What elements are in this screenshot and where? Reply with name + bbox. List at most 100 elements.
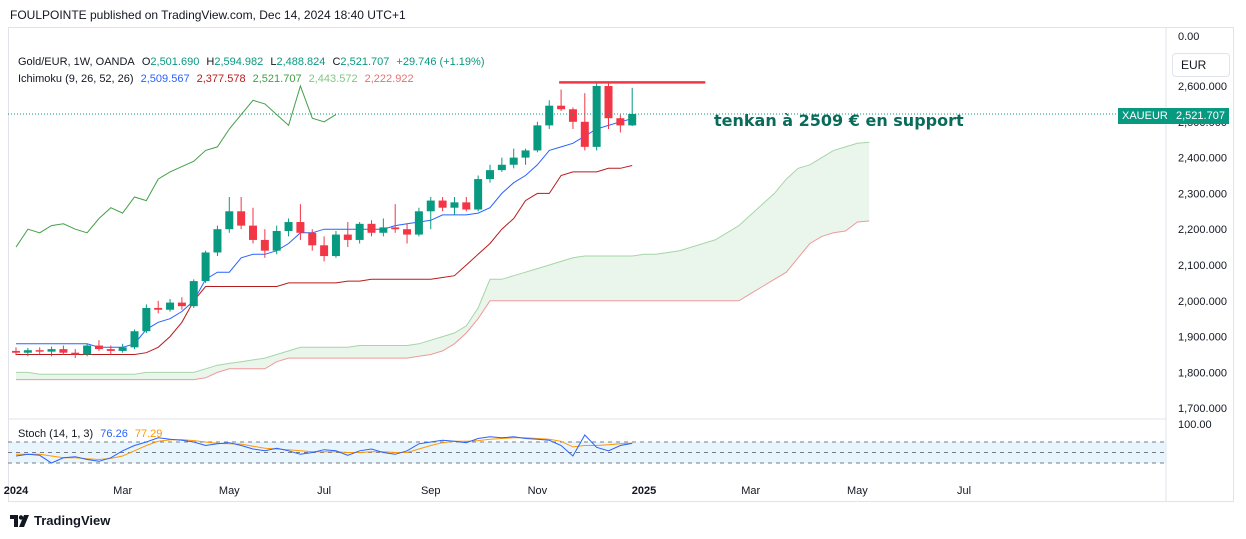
price-axis-label: 1,900.000: [1178, 332, 1227, 344]
candle-body: [225, 211, 234, 230]
price-tag-number: 2,521.707: [1176, 110, 1225, 122]
candle: [450, 196, 459, 215]
candle-body: [249, 225, 257, 240]
candle-body: [331, 234, 340, 257]
candle-body: [568, 109, 577, 122]
candle-body: [509, 157, 518, 165]
candle: [23, 348, 32, 357]
candle: [580, 93, 589, 151]
candle-body: [533, 125, 542, 151]
price-axis-label: 1,700.000: [1178, 403, 1227, 415]
candle-body: [201, 252, 210, 282]
candle: [213, 225, 222, 257]
low-label: L: [270, 56, 277, 68]
candle-body: [308, 232, 317, 246]
candle: [497, 157, 506, 172]
open-value: 2,501.690: [150, 56, 200, 68]
candle: [486, 164, 494, 183]
stoch-legend: Stoch (14, 1, 3) 76.26 77.29: [18, 428, 166, 440]
candle-body: [497, 164, 506, 171]
time-axis-label: Jul: [957, 485, 971, 497]
candle-body: [23, 350, 32, 353]
kijun-value: 2,377.578: [196, 73, 246, 85]
candle-body: [426, 200, 435, 212]
chikou-span-line: [15, 84, 337, 248]
span-b-value: 2,222.922: [364, 73, 414, 85]
candle: [462, 196, 471, 212]
candle: [557, 89, 566, 112]
price-tag-value: 2,521.707: [1172, 108, 1229, 124]
candle: [71, 349, 80, 359]
candle: [166, 299, 175, 312]
footer-brand: TradingView: [34, 513, 111, 528]
kijun-sen-line: [16, 165, 633, 355]
time-axis-label: May: [219, 485, 240, 497]
change-value: +29.746 (+1.19%): [396, 56, 485, 68]
candle-body: [272, 230, 281, 251]
candle: [260, 229, 269, 258]
candle-body: [59, 349, 68, 353]
price-axis-label: 1,800.000: [1178, 367, 1227, 379]
ichimoku-cloud: [16, 141, 870, 381]
chart-annotation[interactable]: tenkan à 2509 € en support: [714, 111, 964, 130]
candle-body: [355, 223, 364, 240]
price-axis-label: 2,200.000: [1178, 224, 1227, 236]
candle-body: [450, 202, 459, 208]
price-tag: XAUEUR: [1118, 108, 1172, 124]
candle-body: [177, 302, 186, 307]
overlays: [8, 81, 1166, 115]
candle: [568, 107, 577, 129]
candle: [225, 196, 234, 233]
candle-body: [12, 350, 20, 353]
high-label: H: [206, 56, 215, 68]
stoch-k-value: 76.26: [100, 428, 128, 440]
candle-body: [320, 245, 329, 257]
candle: [272, 225, 281, 255]
candle: [201, 250, 210, 283]
candle: [379, 218, 388, 237]
ichimoku-cloud-area: [16, 142, 870, 380]
currency-selector[interactable]: EUR: [1172, 53, 1230, 77]
candle: [343, 222, 352, 248]
candle: [331, 230, 340, 258]
ichimoku-legend: Ichimoku (9, 26, 52, 26) 2,509.567 2,377…: [18, 73, 418, 85]
candle-body: [260, 239, 269, 251]
candle: [545, 100, 554, 129]
candle-body: [438, 200, 447, 208]
ichimoku-label: Ichimoku (9, 26, 52, 26): [18, 73, 134, 85]
time-axis-label: 2024: [4, 485, 29, 497]
chart-frame: [8, 27, 1234, 502]
price-tag-symbol: XAUEUR: [1122, 110, 1168, 122]
close-value: 2,521.707: [340, 56, 390, 68]
candle: [59, 345, 68, 355]
candle: [592, 82, 601, 151]
open-label: O: [141, 56, 151, 68]
time-axis-label: Jul: [317, 485, 331, 497]
candle: [308, 229, 317, 251]
candle: [189, 279, 198, 308]
candle-body: [628, 113, 637, 126]
price-axis-label: 2,600.000: [1178, 81, 1227, 93]
candle-body: [118, 347, 127, 351]
time-axis-label: Sep: [421, 485, 441, 497]
candle: [296, 204, 305, 240]
candle-body: [142, 307, 151, 332]
candle-body: [106, 349, 115, 351]
price-axis-label: 2,300.000: [1178, 188, 1227, 200]
candle: [94, 340, 103, 351]
candle-body: [71, 352, 80, 355]
footer: TradingView: [10, 513, 110, 528]
symbol-legend: Gold/EUR, 1W, OANDA O2,501.690 H2,594.98…: [18, 56, 489, 68]
candle: [237, 196, 246, 230]
candle: [177, 297, 186, 310]
candle-body: [474, 179, 483, 210]
candle: [12, 347, 20, 356]
candle: [35, 347, 44, 355]
price-axis-label: 2,000.000: [1178, 296, 1227, 308]
candle: [249, 207, 257, 244]
candle-body: [166, 302, 175, 310]
low-value: 2,488.824: [276, 56, 326, 68]
candle: [438, 196, 447, 212]
candle-body: [592, 86, 601, 147]
